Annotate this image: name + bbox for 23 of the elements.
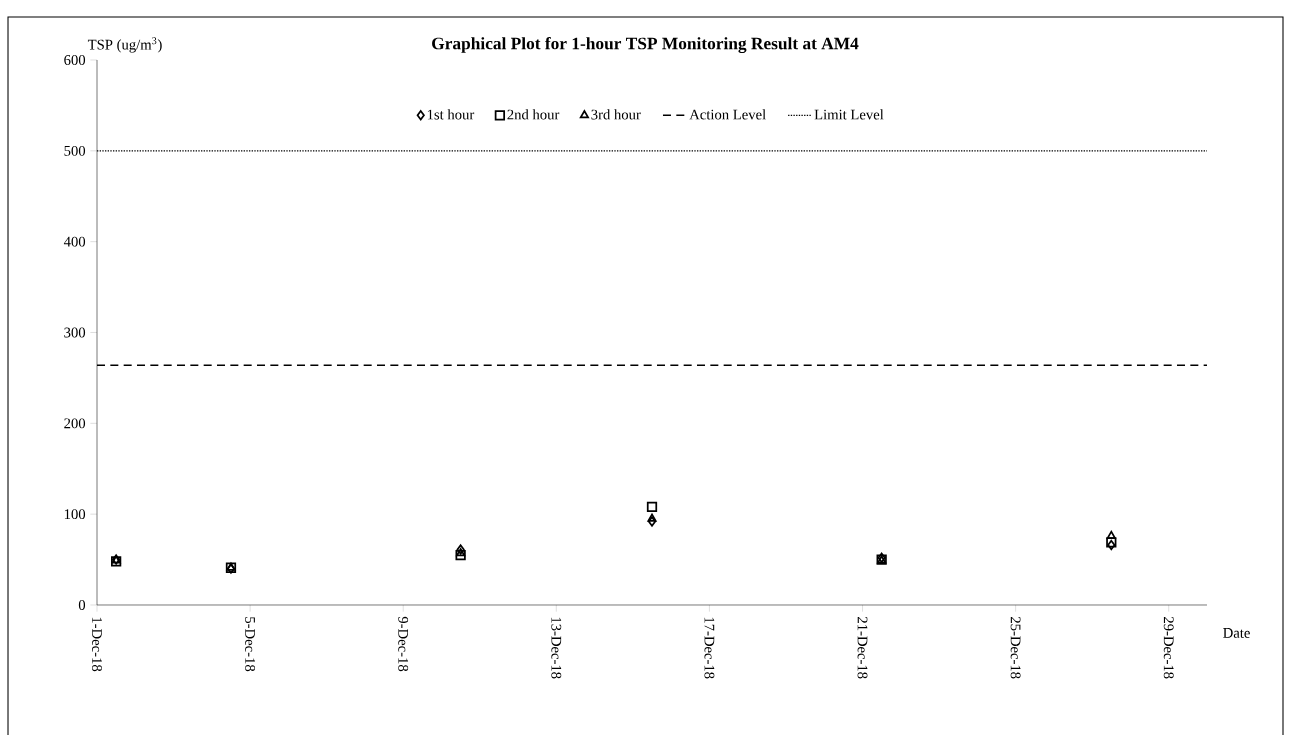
- x-tick-label: 29-Dec-18: [1163, 617, 1174, 679]
- y-tick-label: 100: [64, 509, 86, 520]
- legend-label: Limit Level: [814, 109, 884, 120]
- legend-label: 2nd hour: [507, 109, 560, 120]
- x-tick-label: 25-Dec-18: [1010, 617, 1021, 679]
- x-tick-label: 1-Dec-18: [92, 617, 102, 672]
- chart-title: Graphical Plot for 1-hour TSP Monitoring Result at AM4: [432, 36, 859, 54]
- y-tick-label: 300: [64, 327, 86, 338]
- legend-label: Action Level: [689, 109, 766, 120]
- x-tick-label: 21-Dec-18: [857, 617, 868, 679]
- x-tick-label: 9-Dec-18: [398, 616, 409, 672]
- x-tick-label: 5-Dec-18: [245, 617, 256, 672]
- x-axis-title: Date: [1223, 628, 1250, 638]
- y-tick-label: 400: [63, 236, 86, 247]
- y-tick-label: 200: [64, 418, 86, 429]
- y-axis-title: TSP (ug/m$^{3}$): [87, 37, 162, 53]
- legend-label: 3rd hour: [591, 109, 641, 120]
- y-tick-label: 500: [64, 145, 86, 156]
- legend-label: 1st hour: [427, 109, 475, 120]
- y-tick-label: 0: [78, 600, 86, 610]
- y-tick-label: 600: [64, 55, 86, 65]
- x-tick-label: 13-Dec-18: [551, 617, 562, 679]
- x-tick-label: 17-Dec-18: [704, 617, 715, 679]
